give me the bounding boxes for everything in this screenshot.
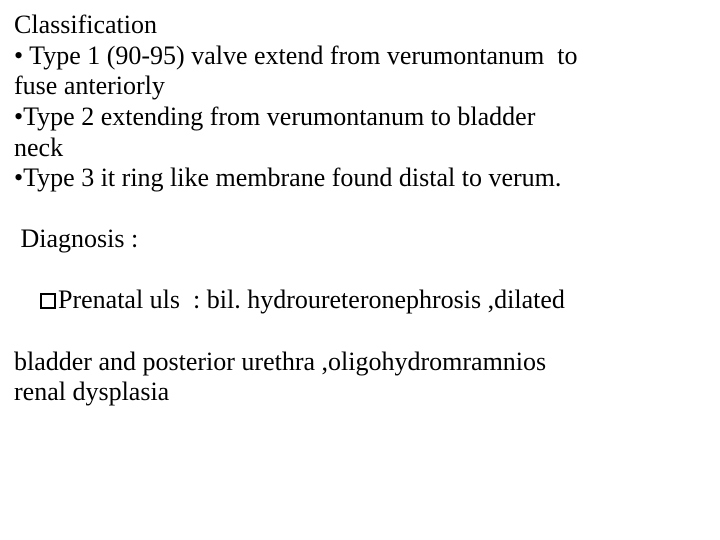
square-bullet-icon (40, 293, 56, 309)
diagnosis-line2: bladder and posterior urethra ,oligohydr… (14, 347, 706, 378)
slide-container: Classification • Type 1 (90-95) valve ex… (0, 0, 720, 540)
diagnosis-line3: renal dysplasia (14, 377, 706, 408)
type3-line1: •Type 3 it ring like membrane found dist… (14, 163, 706, 194)
heading-classification: Classification (14, 10, 706, 41)
diagnosis-line1-text: Prenatal uls : bil. hydroureteronephrosi… (58, 285, 565, 314)
type2-line1: •Type 2 extending from verumontanum to b… (14, 102, 706, 133)
type1-line2: fuse anteriorly (14, 71, 706, 102)
type1-line1: • Type 1 (90-95) valve extend from verum… (14, 41, 706, 72)
heading-diagnosis: Diagnosis : (14, 224, 706, 255)
type2-line2: neck (14, 133, 706, 164)
diagnosis-line1: Prenatal uls : bil. hydroureteronephrosi… (14, 255, 706, 347)
paragraph-spacer (14, 194, 706, 224)
